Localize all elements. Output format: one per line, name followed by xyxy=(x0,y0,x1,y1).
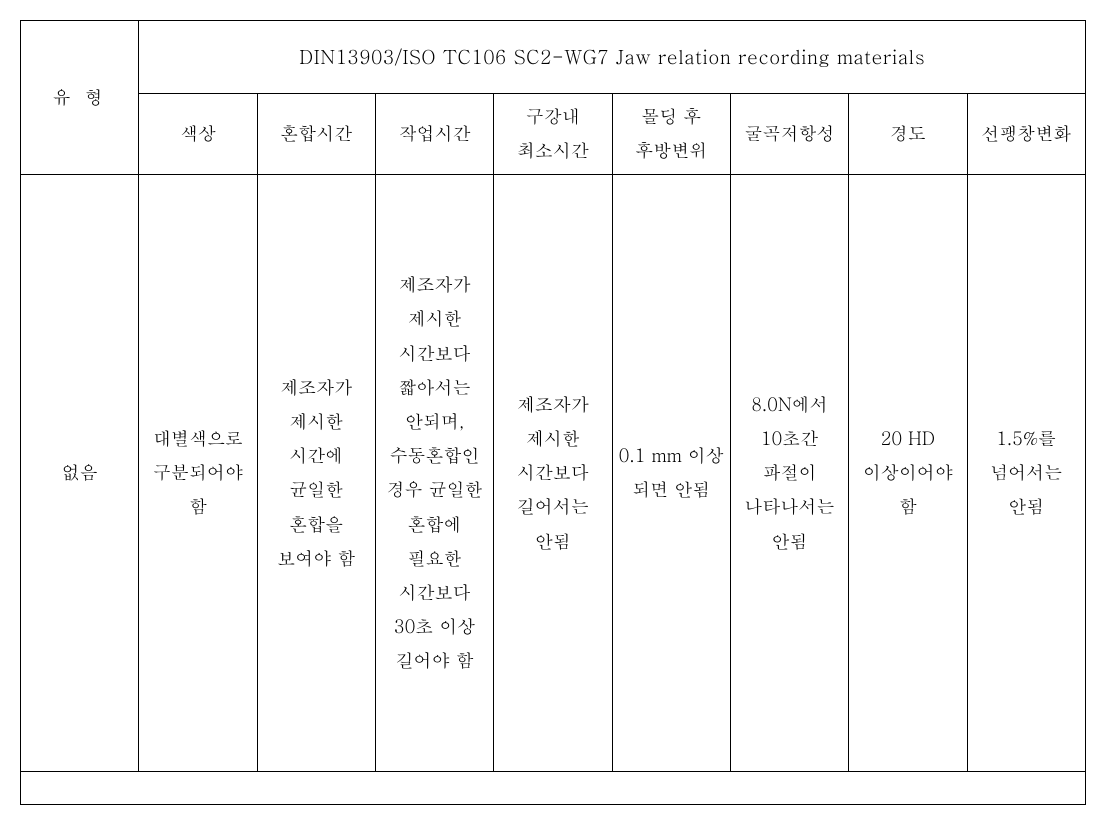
header-title: DIN13903/ISO TC106 SC2-WG7 Jaw relation … xyxy=(139,21,1086,94)
header-type: 유형 xyxy=(21,21,139,175)
cell-min-oral-time: 제조자가 제시한 시간보다 길어서는 안됨 xyxy=(494,175,612,772)
cell-hardness: 20 HD 이상이어야 함 xyxy=(849,175,967,772)
footer-empty xyxy=(21,772,1086,805)
header-linear-expansion: 선팽창변화 xyxy=(967,94,1086,175)
header-mixing-time: 혼합시간 xyxy=(257,94,375,175)
header-color: 색상 xyxy=(139,94,257,175)
header-flexural-resistance: 굴곡저항성 xyxy=(730,94,848,175)
cell-linear-expansion: 1.5%를 넘어서는 안됨 xyxy=(967,175,1086,772)
table-header-row-2: 색상 혼합시간 작업시간 구강내 최소시간 몰딩 후 후방변위 굴곡저항성 경도… xyxy=(21,94,1086,175)
header-working-time: 작업시간 xyxy=(375,94,493,175)
header-min-oral-time: 구강내 최소시간 xyxy=(494,94,612,175)
cell-post-molding-displacement: 0.1 mm 이상 되면 안됨 xyxy=(612,175,730,772)
header-post-molding-displacement: 몰딩 후 후방변위 xyxy=(612,94,730,175)
table-footer-row xyxy=(21,772,1086,805)
cell-type: 없음 xyxy=(21,175,139,772)
table-header-row-1: 유형 DIN13903/ISO TC106 SC2-WG7 Jaw relati… xyxy=(21,21,1086,94)
cell-working-time: 제조자가 제시한 시간보다 짧아서는 안되며, 수동혼합인 경우 균일한 혼합에… xyxy=(375,175,493,772)
jaw-relation-materials-table: 유형 DIN13903/ISO TC106 SC2-WG7 Jaw relati… xyxy=(20,20,1086,805)
table-row: 없음 대별색으로 구분되어야 함 제조자가 제시한 시간에 균일한 혼합을 보여… xyxy=(21,175,1086,772)
cell-mixing-time: 제조자가 제시한 시간에 균일한 혼합을 보여야 함 xyxy=(257,175,375,772)
cell-flexural-resistance: 8.0N에서 10초간 파절이 나타나서는 안됨 xyxy=(730,175,848,772)
cell-color: 대별색으로 구분되어야 함 xyxy=(139,175,257,772)
header-hardness: 경도 xyxy=(849,94,967,175)
